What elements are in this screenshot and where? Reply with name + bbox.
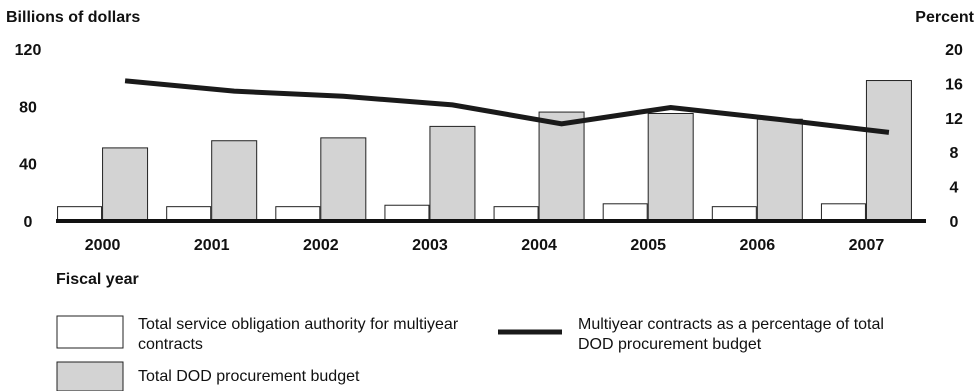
right-tick-label: 16 — [945, 76, 963, 93]
legend-swatch-multiyear-authority — [56, 315, 124, 349]
bar-procurement-budget — [647, 113, 694, 222]
right-tick-label: 0 — [950, 214, 959, 231]
bar-multiyear-authority — [57, 206, 103, 222]
legend-swatch-procurement-budget — [56, 361, 124, 391]
legend-label-procurement-budget: Total DOD procurement budget — [138, 368, 360, 385]
left-tick-label: 40 — [19, 157, 37, 174]
left-tick-label: 0 — [24, 214, 33, 231]
bar-multiyear-authority — [166, 206, 212, 222]
x-tick-label: 2001 — [194, 237, 230, 254]
x-tick-label: 2006 — [740, 237, 776, 254]
bar-group — [57, 80, 912, 222]
bar-procurement-budget — [865, 80, 912, 222]
left-tick-label: 80 — [19, 99, 37, 116]
right-tick-label: 8 — [950, 145, 959, 162]
bar-procurement-budget — [320, 137, 367, 222]
bar-multiyear-authority — [275, 206, 321, 222]
bar-procurement-budget — [756, 118, 803, 222]
x-axis-ticks: 2000 2001 2002 2003 2004 2005 2006 2007 — [85, 237, 885, 254]
x-tick-label: 2005 — [630, 237, 666, 254]
legend-label-percentage-line: Multiyear contracts as a percentage of t… — [578, 316, 884, 353]
bar-procurement-budget — [211, 140, 258, 222]
x-axis-title: Fiscal year — [56, 271, 139, 288]
right-tick-label: 12 — [945, 111, 963, 128]
x-tick-label: 2007 — [849, 237, 885, 254]
bar-multiyear-authority — [493, 206, 539, 222]
right-axis-ticks: 20 16 12 8 4 0 — [945, 42, 963, 231]
left-tick-label: 120 — [15, 42, 42, 59]
bar-multiyear-authority — [820, 203, 866, 222]
bar-multiyear-authority — [711, 206, 757, 222]
x-tick-label: 2003 — [412, 237, 448, 254]
bar-procurement-budget — [102, 147, 149, 222]
bar-procurement-budget — [429, 125, 476, 222]
right-axis-title: Percent — [915, 9, 974, 26]
right-tick-label: 4 — [950, 180, 959, 197]
percent-line-group — [124, 78, 890, 135]
bar-multiyear-authority — [384, 204, 430, 222]
right-tick-label: 20 — [945, 42, 963, 59]
x-tick-label: 2004 — [521, 237, 557, 254]
legend-label-multiyear-authority: Total service obligation authority for m… — [138, 316, 459, 353]
bar-procurement-budget — [538, 111, 585, 222]
percent-line — [124, 78, 890, 135]
left-axis-title: Billions of dollars — [6, 9, 140, 26]
x-tick-label: 2002 — [303, 237, 339, 254]
left-axis-ticks: 120 80 40 0 — [15, 42, 42, 231]
x-tick-label: 2000 — [85, 237, 121, 254]
bar-multiyear-authority — [602, 203, 648, 222]
